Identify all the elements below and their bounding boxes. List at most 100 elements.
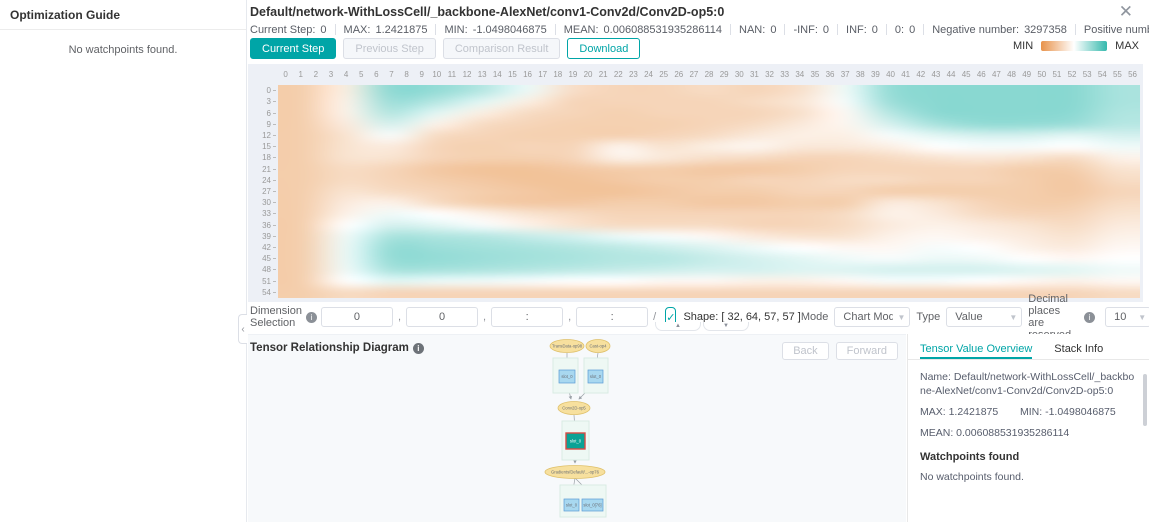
y-tick-label: 9 xyxy=(248,119,276,130)
current-tensor-node[interactable] xyxy=(565,432,586,450)
chevron-down-icon: ▼ xyxy=(1138,312,1147,322)
stat-divider xyxy=(1074,24,1076,35)
node-label: TransData-op98 xyxy=(552,344,583,349)
tensor-value-overview-body: Name: Default/network-WithLossCell/_back… xyxy=(908,360,1149,484)
y-tick-label: 33 xyxy=(248,208,276,219)
diagram-title-row: Tensor Relationship Diagram i xyxy=(250,342,428,354)
heatmap-y-axis: 0 3 6 9 12 15 18 21 24 27 30 33 36 39 42 45 48 51 54 xyxy=(248,85,276,298)
y-tick-label: 21 xyxy=(248,163,276,174)
y-tick-label: 0 xyxy=(248,85,276,96)
y-tick-label: 48 xyxy=(248,264,276,275)
heatmap-canvas[interactable] xyxy=(278,85,1140,298)
y-tick-label: 6 xyxy=(248,107,276,118)
relationship-graph[interactable]: TransData-op98 Cast-op4 slot_0 slot_0 Co… xyxy=(248,335,906,522)
x-tick-label: 46 xyxy=(976,70,986,79)
stat-divider xyxy=(730,24,732,35)
dimension-input-3[interactable] xyxy=(576,307,649,327)
right-panel-scrollbar[interactable] xyxy=(1143,374,1147,426)
x-tick-label: 55 xyxy=(1112,70,1122,79)
heatmap-x-axis: 0 1 2 3 4 5 6 7 8 9 10 11 12 13 14 15 16 17 18 19 20 21 22 23 24… xyxy=(278,70,1140,82)
legend-gradient-bar xyxy=(1041,41,1108,51)
expand-up-button[interactable]: ▲ xyxy=(655,322,701,331)
x-tick-label: 56 xyxy=(1128,70,1138,79)
download-button[interactable]: Download xyxy=(567,38,641,59)
x-tick-label: 29 xyxy=(719,70,729,79)
x-tick-label: 7 xyxy=(389,70,394,79)
dimension-input-1[interactable] xyxy=(406,307,479,327)
x-tick-label: 36 xyxy=(825,70,835,79)
tab-stack-info[interactable]: Stack Info xyxy=(1054,343,1104,355)
legend-min-label: MIN xyxy=(1012,40,1034,52)
forward-button[interactable]: Forward xyxy=(835,342,898,360)
stat-item: 0: 0 xyxy=(894,23,916,36)
close-icon[interactable]: ✕ xyxy=(1118,2,1133,21)
decimal-select[interactable]: 10 ▼ xyxy=(1105,307,1149,327)
tensor-min: MIN: -1.0498046875 xyxy=(1020,406,1116,419)
x-tick-label: 13 xyxy=(477,70,487,79)
x-tick-label: 9 xyxy=(419,70,424,79)
stat-item: -INF: 0 xyxy=(793,23,830,36)
diagram-info-icon[interactable]: i xyxy=(412,342,424,354)
dimension-info-icon[interactable]: i xyxy=(305,311,317,323)
dimension-input-0[interactable] xyxy=(320,307,393,327)
x-tick-label: 22 xyxy=(613,70,623,79)
x-tick-label: 50 xyxy=(1037,70,1047,79)
x-tick-label: 25 xyxy=(659,70,669,79)
decimal-info-icon[interactable]: i xyxy=(1084,311,1096,323)
x-tick-label: 0 xyxy=(283,70,288,79)
y-tick-label: 54 xyxy=(248,287,276,298)
x-tick-label: 14 xyxy=(492,70,502,79)
type-select[interactable]: Value ▼ xyxy=(946,307,1023,327)
stat-divider xyxy=(837,24,839,35)
x-tick-label: 27 xyxy=(689,70,699,79)
bottom-section: TransData-op98 Cast-op4 slot_0 slot_0 Co… xyxy=(248,334,1149,522)
x-tick-label: 53 xyxy=(1082,70,1092,79)
current-step-button[interactable]: Current Step xyxy=(250,38,337,59)
previous-step-button[interactable]: Previous Step xyxy=(343,38,436,59)
stat-divider xyxy=(923,24,925,35)
x-tick-label: 1 xyxy=(298,70,303,79)
x-tick-label: 6 xyxy=(374,70,379,79)
x-tick-label: 37 xyxy=(840,70,850,79)
shape-label: Shape: [ 32, 64, 57, 57 ] xyxy=(683,311,801,323)
stat-divider xyxy=(435,24,437,35)
diagram-nav-buttons: Back Forward xyxy=(782,342,898,360)
y-tick-label: 12 xyxy=(248,130,276,141)
stat-item: NAN: 0 xyxy=(739,23,777,36)
tab-tensor-value-overview[interactable]: Tensor Value Overview xyxy=(920,343,1033,359)
x-tick-label: 26 xyxy=(674,70,684,79)
expand-down-button[interactable]: ▼ xyxy=(703,322,749,331)
node-label: slot_0 xyxy=(566,503,578,508)
x-tick-label: 44 xyxy=(946,70,956,79)
x-tick-label: 32 xyxy=(765,70,775,79)
comparison-result-button[interactable]: Comparison Result xyxy=(442,38,561,59)
sidebar-collapse-chevron-icon[interactable]: ‹ xyxy=(238,314,247,344)
y-tick-label: 3 xyxy=(248,96,276,107)
x-tick-label: 47 xyxy=(991,70,1001,79)
dimension-selection-label: Dimension Selection xyxy=(250,305,302,329)
back-button[interactable]: Back xyxy=(782,342,829,360)
tensor-max: MAX: 1.2421875 xyxy=(920,406,999,419)
y-tick-label: 42 xyxy=(248,242,276,253)
stat-divider xyxy=(554,24,556,35)
stat-divider xyxy=(885,24,887,35)
x-tick-label: 49 xyxy=(1022,70,1032,79)
chevron-down-icon: ▼ xyxy=(1009,312,1018,322)
x-tick-label: 23 xyxy=(628,70,638,79)
y-tick-label: 36 xyxy=(248,219,276,230)
mode-select[interactable]: Chart Mode ▼ xyxy=(834,307,911,327)
dimension-input-2[interactable] xyxy=(491,307,564,327)
x-tick-label: 28 xyxy=(704,70,714,79)
sidebar-title: Optimization Guide xyxy=(10,8,120,22)
legend-max-label: MAX xyxy=(1115,40,1139,52)
stat-item: Negative number: 3297358 xyxy=(932,23,1067,36)
dimension-selection-row: Dimension Selection i , , , / ✓ Shape: [… xyxy=(250,293,1149,341)
stats-row: Current Step: 0 MAX: 1.2421875 MIN: -1.049804… xyxy=(250,23,1149,36)
x-tick-label: 51 xyxy=(1052,70,1062,79)
watchpoints-text: No watchpoints found. xyxy=(920,470,1024,483)
x-tick-label: 8 xyxy=(404,70,409,79)
main-panel: Default/network-WithLossCell/_backbone-A… xyxy=(238,0,1149,522)
stat-item: MIN: -1.0498046875 xyxy=(444,23,547,36)
x-tick-label: 41 xyxy=(901,70,911,79)
sidebar-divider xyxy=(0,29,246,30)
